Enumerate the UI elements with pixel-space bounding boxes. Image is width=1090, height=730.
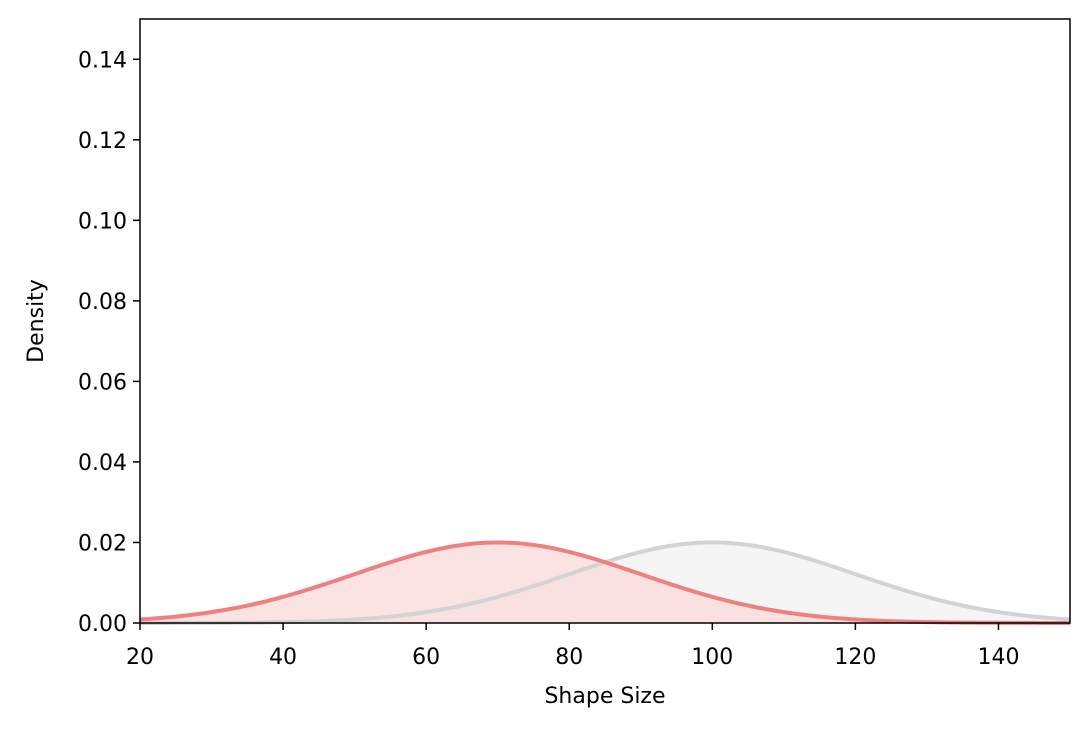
- x-tick-label: 100: [691, 645, 733, 670]
- x-axis-label: Shape Size: [544, 684, 665, 709]
- series-fills: [140, 542, 1070, 623]
- y-tick-label: 0.10: [78, 209, 127, 234]
- x-tick-label: 20: [126, 645, 154, 670]
- y-axis: 0.00 0.02 0.04 0.06 0.08 0.10 0.12 0.14: [78, 48, 140, 637]
- y-tick-label: 0.12: [78, 129, 127, 154]
- series-1-line: [139, 540, 1070, 625]
- x-tick-label: 40: [269, 645, 297, 670]
- x-axis: 20 40 60 80 100 120 140: [126, 623, 1019, 670]
- plot-frame: [139, 18, 1071, 624]
- series-1-area: [140, 542, 1070, 623]
- y-tick-label: 0.02: [78, 531, 127, 556]
- series-lines: [139, 540, 1071, 625]
- x-tick-label: 80: [555, 645, 583, 670]
- y-tick-label: 0.08: [78, 290, 127, 315]
- y-tick-label: 0.04: [78, 451, 127, 476]
- x-tick-label: 120: [834, 645, 876, 670]
- y-tick-label: 0.14: [78, 48, 127, 73]
- y-axis-label: Density: [24, 279, 49, 363]
- y-tick-label: 0.00: [78, 612, 127, 637]
- x-tick-label: 60: [412, 645, 440, 670]
- x-tick-label: 140: [977, 645, 1019, 670]
- y-tick-label: 0.06: [78, 370, 127, 395]
